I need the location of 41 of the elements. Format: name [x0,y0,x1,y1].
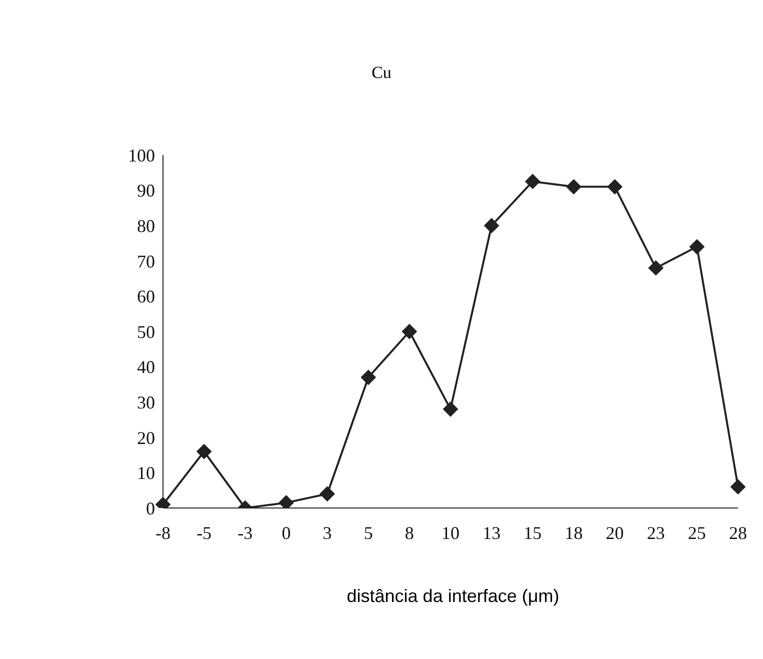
y-tick-label: 0 [146,498,155,518]
y-tick-label: 90 [137,180,155,201]
y-tick-label: 30 [137,392,155,412]
point [360,370,376,385]
x-tick-label: 25 [688,522,706,543]
y-tick-label: 70 [137,251,155,272]
point [278,495,294,508]
x-tick-label: -3 [238,522,253,543]
x-tick-label: 20 [606,522,624,543]
x-tick-label: 3 [322,522,332,543]
point [196,444,212,460]
y-tick-label: 40 [137,357,155,378]
y-tick-label: 20 [137,428,155,448]
x-tick-label: 13 [482,522,501,543]
point [730,479,746,494]
point [402,324,417,339]
x-tick-label: 0 [282,522,291,543]
x-tick-label: 18 [564,522,583,543]
point [320,486,335,502]
x-tick-label: 23 [646,522,665,543]
point [566,179,582,194]
y-tick-label: 50 [137,322,155,342]
point [648,260,664,276]
x-tick-label: 5 [364,522,373,543]
point [689,239,704,254]
chart-title: Cu [370,63,392,83]
y-tick-label: 80 [137,216,155,236]
y-tick-label: 60 [137,286,155,307]
x-tick-label: 15 [524,522,542,543]
point [484,218,500,234]
x-axis-title: distância da interface (μm) [346,586,560,607]
y-tick-label: 100 [128,145,155,166]
x-tick-label: 10 [442,522,460,543]
point [525,174,540,189]
x-tick-label: -8 [156,522,170,543]
y-tick-label: 10 [137,463,155,484]
x-tick-label: 28 [729,522,747,543]
point [607,179,622,194]
x-tick-label: -5 [196,522,212,543]
point [443,402,458,417]
x-tick-label: 8 [404,522,414,543]
